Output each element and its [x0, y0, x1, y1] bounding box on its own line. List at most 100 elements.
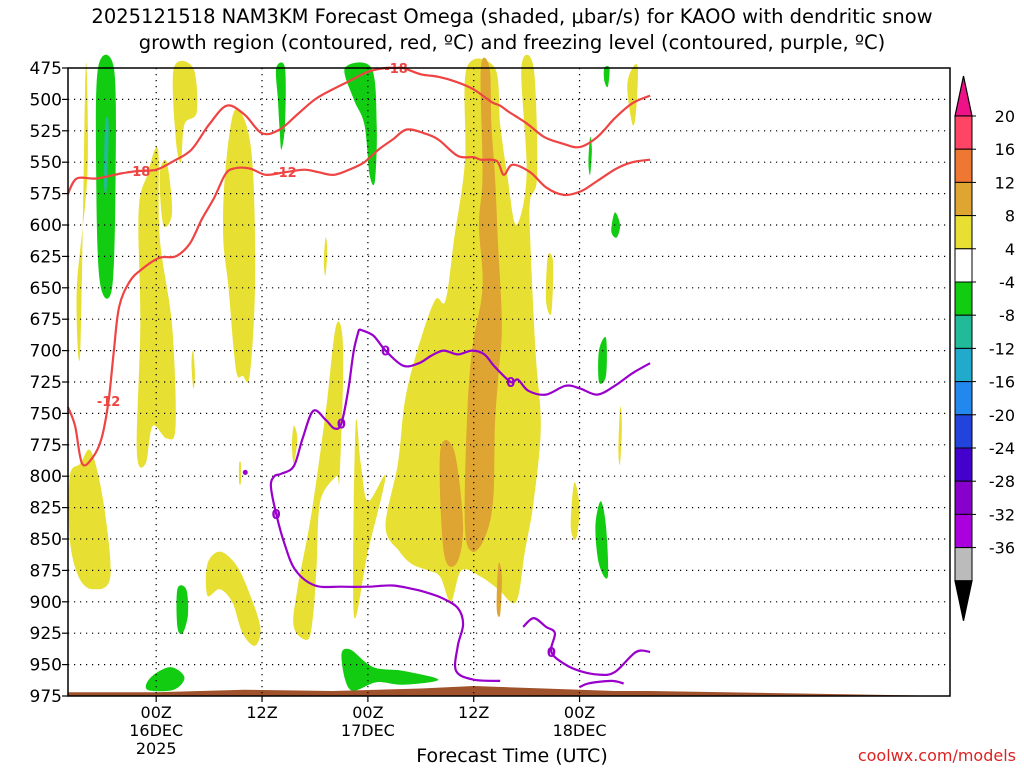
y-tick-label: 725 [30, 373, 62, 393]
omega-region-green [344, 62, 377, 186]
colorbar-swatch [954, 347, 973, 383]
freezing-level-contour-label: 0 [547, 646, 556, 661]
omega-region-yellow [68, 449, 111, 590]
y-tick-label: 575 [30, 185, 62, 205]
freezing-level-contour-label: 0 [272, 508, 281, 523]
x-tick-label: 2025 [136, 739, 177, 758]
omega-region-orange [439, 440, 464, 567]
omega-region-yellow [627, 63, 638, 126]
omega-region-yellow [292, 425, 298, 464]
y-tick-label: 825 [30, 499, 62, 519]
dendritic-contour [66, 128, 651, 467]
omega-region-green [611, 212, 621, 238]
omega-region-yellow [205, 551, 261, 646]
colorbar-swatch [954, 381, 973, 416]
y-tick-label: 975 [30, 687, 62, 707]
y-tick-label: 875 [30, 561, 62, 581]
colorbar-label: -32 [989, 505, 1015, 524]
x-tick-label: 12Z [246, 703, 277, 722]
omega-region-yellow [159, 160, 173, 228]
y-tick-label: 775 [30, 436, 62, 456]
colorbar-swatch [954, 414, 973, 449]
freezing-level-contour-label: 0 [506, 376, 515, 391]
omega-region-yellow [385, 54, 541, 604]
omega-region-yellow [570, 482, 580, 540]
ground-surface [68, 686, 950, 696]
y-tick-label: 800 [30, 467, 62, 487]
colorbar-label: -24 [989, 439, 1015, 458]
colorbar-swatch [954, 480, 973, 515]
colorbar-swatch [954, 248, 973, 283]
colorbar-swatch [954, 281, 973, 316]
colorbar-label: 16 [995, 140, 1015, 159]
y-tick-label: 950 [30, 656, 62, 676]
colorbar-swatch [954, 547, 973, 582]
colorbar-label: -28 [989, 472, 1015, 491]
omega-region-yellow [293, 321, 344, 640]
credit-text: coolwx.com/models [857, 746, 1016, 765]
dendritic-contour-label: -18 [127, 165, 151, 180]
colorbar-label: -16 [989, 373, 1015, 392]
y-tick-label: 850 [30, 530, 62, 550]
y-tick-label: 475 [30, 59, 62, 79]
freezing-level-contour [522, 617, 651, 677]
x-tick-label: 17DEC [341, 721, 395, 740]
y-tick-label: 900 [30, 593, 62, 613]
omega-region-orange [496, 562, 502, 617]
omega-region-green [588, 136, 592, 176]
colorbar-swatch [954, 181, 973, 217]
omega-region-green [603, 66, 610, 88]
omega-region-yellow [76, 62, 88, 361]
x-tick-label: 18DEC [553, 721, 607, 740]
omega-region-green [598, 337, 607, 384]
colorbar-label: -36 [989, 539, 1015, 558]
omega-region-green [176, 585, 189, 635]
omega-region-yellow [191, 350, 195, 389]
freezing-level-contour-label: 0 [381, 345, 390, 360]
omega-region-yellow [172, 60, 198, 163]
colorbar-swatch [954, 148, 973, 183]
dendritic-contour [67, 66, 651, 195]
colorbar-swatch [954, 447, 973, 482]
x-tick-label: 12Z [458, 703, 489, 722]
omega-region-teal [104, 116, 109, 196]
colorbar-label: 8 [1005, 207, 1015, 226]
omega-region-yellow [545, 253, 554, 315]
colorbar-label: 20 [995, 107, 1015, 126]
title-line-1: 2025121518 NAM3KM Forecast Omega (shaded… [91, 5, 933, 28]
omega-region-yellow [618, 406, 622, 465]
omega-region-green [145, 667, 185, 692]
freezing-level-contour-label: 0 [337, 417, 346, 432]
colorbar-label: -8 [999, 306, 1015, 325]
omega-region-yellow [136, 147, 176, 468]
colorbar-swatch [954, 513, 973, 549]
colorbar-label: -20 [989, 406, 1015, 425]
colorbar-swatch [954, 314, 973, 349]
colorbar-swatch [954, 115, 973, 150]
chart-title: 2025121518 NAM3KM Forecast Omega (shaded… [0, 4, 1024, 56]
colorbar-top-arrow [954, 75, 973, 117]
y-tick-label: 500 [30, 90, 62, 110]
omega-region-yellow [353, 419, 386, 619]
omega-region-yellow [323, 237, 328, 276]
freezing-level-contours: 0 0 0 0 0 [242, 328, 651, 689]
colorbar-label: -4 [999, 273, 1015, 292]
colorbar-label: 4 [1005, 240, 1015, 259]
dendritic-contour-label: -12 [273, 166, 297, 181]
x-tick-label: 00Z [564, 703, 595, 722]
dendritic-contour-label: -18 [384, 62, 408, 77]
x-tick-label: 16DEC [129, 721, 183, 740]
y-tick-label: 550 [30, 153, 62, 173]
freezing-level-contour [579, 679, 624, 689]
freezing-level-contour [269, 328, 501, 682]
y-tick-label: 600 [30, 216, 62, 236]
colorbar-label: 12 [995, 173, 1015, 192]
y-tick-label: 750 [30, 404, 62, 424]
colorbar-bottom-arrow [954, 580, 973, 621]
y-tick-label: 925 [30, 624, 62, 644]
x-tick-label: 00Z [352, 703, 383, 722]
colorbar-swatch [954, 215, 973, 250]
colorbar-label: -12 [989, 339, 1015, 358]
freezing-level-contour [358, 328, 651, 396]
